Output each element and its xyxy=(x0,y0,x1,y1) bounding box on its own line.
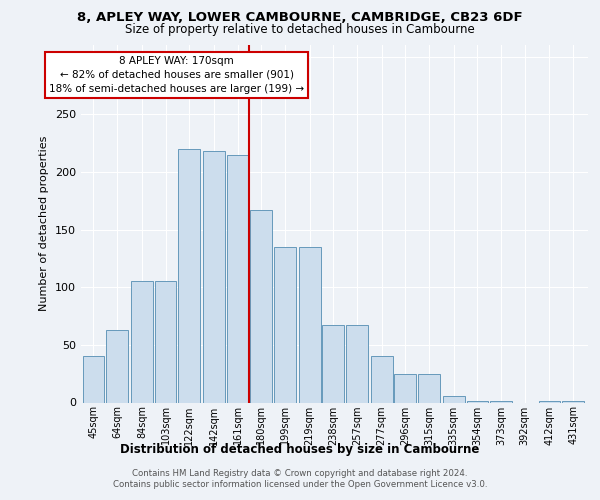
Y-axis label: Number of detached properties: Number of detached properties xyxy=(40,136,49,312)
Bar xyxy=(83,356,104,403)
Text: 8 APLEY WAY: 170sqm
← 82% of detached houses are smaller (901)
18% of semi-detac: 8 APLEY WAY: 170sqm ← 82% of detached ho… xyxy=(49,56,304,94)
Text: Contains HM Land Registry data © Crown copyright and database right 2024.: Contains HM Land Registry data © Crown c… xyxy=(132,469,468,478)
Bar xyxy=(203,151,225,403)
Text: Contains public sector information licensed under the Open Government Licence v3: Contains public sector information licen… xyxy=(113,480,487,489)
Bar xyxy=(443,396,464,402)
Bar xyxy=(371,356,392,403)
Bar xyxy=(155,282,176,403)
Text: Size of property relative to detached houses in Cambourne: Size of property relative to detached ho… xyxy=(125,22,475,36)
Bar xyxy=(106,330,128,402)
Bar xyxy=(418,374,440,402)
Bar xyxy=(299,247,320,402)
Bar xyxy=(250,210,272,402)
Bar xyxy=(178,149,200,403)
Bar xyxy=(394,374,416,402)
Bar xyxy=(346,325,368,402)
Text: Distribution of detached houses by size in Cambourne: Distribution of detached houses by size … xyxy=(121,442,479,456)
Text: 8, APLEY WAY, LOWER CAMBOURNE, CAMBRIDGE, CB23 6DF: 8, APLEY WAY, LOWER CAMBOURNE, CAMBRIDGE… xyxy=(77,11,523,24)
Bar xyxy=(322,325,344,402)
Bar xyxy=(227,154,248,402)
Bar xyxy=(131,282,153,403)
Bar xyxy=(274,247,296,402)
